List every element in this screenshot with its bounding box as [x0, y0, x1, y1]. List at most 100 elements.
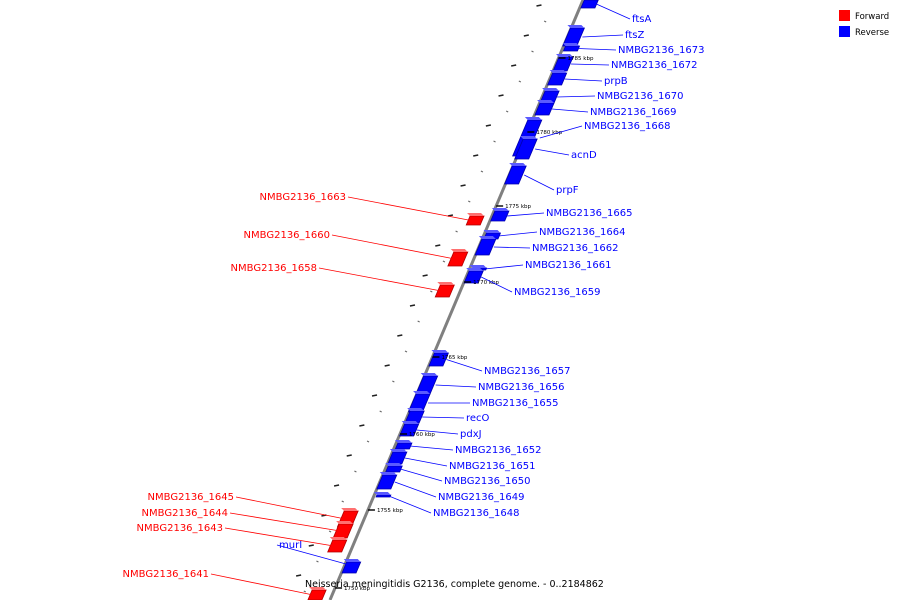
sequence-mark — [417, 320, 420, 323]
scale-tick-label: 1785 kbp — [568, 56, 594, 62]
label-leader — [229, 512, 341, 532]
label-leader — [481, 276, 513, 293]
gene-label-nmbg2136-1645[interactable]: NMBG2136_1645 — [148, 492, 234, 503]
label-leader — [596, 3, 631, 20]
label-leader — [210, 573, 314, 596]
gene-nmbg2136-1652[interactable] — [394, 442, 413, 450]
gene-label-nmbg2136-1641[interactable]: NMBG2136_1641 — [123, 569, 209, 580]
gene-nmbg2136-1660-cap — [450, 249, 468, 252]
gene-label-nmbg2136-1659[interactable]: NMBG2136_1659 — [514, 287, 600, 298]
gene-label-nmbg2136-1643[interactable]: NMBG2136_1643 — [137, 523, 223, 534]
gene-nmbg2136-1644[interactable] — [332, 523, 354, 539]
gene-nmbg2136-1650[interactable] — [385, 465, 403, 473]
gene-label-acnd[interactable]: acnD — [571, 150, 597, 161]
gene-nmbg2136-1662[interactable] — [474, 238, 497, 256]
label-leader — [409, 445, 454, 451]
label-leader — [416, 429, 459, 435]
label-leader — [535, 148, 570, 156]
gene-label-nmbg2136-1663[interactable]: NMBG2136_1663 — [260, 192, 346, 203]
gene-nmbg2136-1661-cap — [469, 265, 487, 268]
gene-label-nmbg2136-1665[interactable]: NMBG2136_1665 — [546, 208, 632, 219]
gene-nmbg2136-1650-cap — [385, 463, 403, 466]
label-leader — [484, 264, 524, 270]
gene-label-nmbg2136-1673[interactable]: NMBG2136_1673 — [618, 45, 704, 56]
gene-nmbg2136-1648[interactable] — [375, 494, 392, 498]
label-leader — [498, 231, 538, 237]
sequence-mark — [303, 590, 307, 593]
sequence-mark — [392, 380, 395, 383]
label-leader — [564, 78, 603, 82]
sequence-mark — [536, 4, 542, 7]
sequence-mark — [518, 80, 522, 83]
gene-label-nmbg2136-1655[interactable]: NMBG2136_1655 — [472, 398, 558, 409]
label-leader — [318, 267, 442, 292]
sequence-mark — [354, 470, 357, 473]
sequence-mark — [460, 184, 466, 187]
sequence-mark — [543, 20, 547, 23]
label-leader — [435, 384, 477, 388]
label-leader — [582, 34, 624, 38]
gene-nmbg2136-1645-cap — [341, 508, 359, 511]
gene-nmbg2136-1673-cap — [562, 43, 580, 46]
gene-label-nmbg2136-1661[interactable]: NMBG2136_1661 — [525, 260, 611, 271]
label-leader — [524, 174, 555, 191]
gene-label-nmbg2136-1656[interactable]: NMBG2136_1656 — [478, 382, 564, 393]
gene-prpf-cap — [509, 163, 527, 166]
gene-label-nmbg2136-1672[interactable]: NMBG2136_1672 — [611, 60, 697, 71]
gene-label-prpb[interactable]: prpB — [604, 76, 628, 87]
gene-label-nmbg2136-1660[interactable]: NMBG2136_1660 — [244, 230, 330, 241]
gene-label-nmbg2136-1658[interactable]: NMBG2136_1658 — [231, 263, 317, 274]
sequence-mark — [295, 574, 302, 577]
gene-label-muri[interactable]: murI — [279, 540, 302, 551]
gene-label-nmbg2136-1670[interactable]: NMBG2136_1670 — [597, 91, 683, 102]
gene-nmbg2136-1649[interactable] — [376, 474, 398, 490]
gene-nmbg2136-1658-cap — [437, 282, 455, 285]
label-leader — [552, 108, 589, 113]
sequence-mark — [473, 154, 479, 157]
gene-nmbg2136-1652-cap — [394, 440, 412, 443]
sequence-mark — [346, 454, 352, 457]
gene-nmbg2136-1668-cap — [524, 117, 542, 120]
gene-nmbg2136-1660[interactable] — [447, 251, 469, 267]
gene-label-nmbg2136-1652[interactable]: NMBG2136_1652 — [455, 445, 541, 456]
sequence-mark — [511, 64, 517, 67]
gene-nmbg2136-1641[interactable] — [307, 589, 327, 600]
label-leader — [506, 212, 545, 217]
gene-label-nmbg2136-1648[interactable]: NMBG2136_1648 — [433, 508, 519, 519]
gene-label-reco[interactable]: recO — [466, 413, 490, 424]
gene-nmbg2136-1673[interactable] — [562, 45, 581, 52]
sequence-mark — [316, 560, 319, 563]
sequence-mark — [493, 140, 496, 143]
gene-label-nmbg2136-1662[interactable]: NMBG2136_1662 — [532, 243, 618, 254]
gene-nmbg2136-1659-cap — [466, 268, 484, 271]
gene-label-nmbg2136-1651[interactable]: NMBG2136_1651 — [449, 461, 535, 472]
gene-nmbg2136-1658[interactable] — [434, 284, 455, 298]
scale-ticks: 1785 kbp 1780 kbp 1775 kbp 1770 kbp 1765 kbp… — [335, 56, 594, 592]
gene-nmbg2136-1643[interactable] — [327, 539, 348, 553]
gene-label-nmbg2136-1644[interactable]: NMBG2136_1644 — [142, 508, 228, 519]
scale-tick-label: 1750 kbp — [344, 586, 370, 592]
gene-label-nmbg2136-1649[interactable]: NMBG2136_1649 — [438, 492, 524, 503]
sequence-mark — [366, 440, 370, 443]
sequence-mark — [379, 410, 382, 413]
gene-ftsa[interactable] — [580, 0, 599, 9]
gene-label-nmbg2136-1669[interactable]: NMBG2136_1669 — [590, 107, 676, 118]
gene-label-ftsz[interactable]: ftsZ — [625, 30, 644, 41]
sequence-mark — [404, 350, 408, 353]
gene-label-nmbg2136-1650[interactable]: NMBG2136_1650 — [444, 476, 530, 487]
label-leader — [493, 246, 531, 249]
gene-label-prpf[interactable]: prpF — [556, 185, 579, 196]
scale-tick-label: 1755 kbp — [377, 508, 403, 514]
sequence-dots — [295, 4, 547, 593]
gene-label-nmbg2136-1668[interactable]: NMBG2136_1668 — [584, 121, 670, 132]
legend-reverse-swatch — [839, 26, 850, 37]
gene-label-pdxj[interactable]: pdxJ — [460, 429, 482, 440]
feature-track — [307, 0, 599, 600]
gene-label-ftsa[interactable]: ftsA — [632, 14, 651, 25]
legend-forward-label: Forward — [855, 12, 889, 22]
gene-label-nmbg2136-1657[interactable]: NMBG2136_1657 — [484, 366, 570, 377]
gene-nmbg2136-1665-cap — [491, 208, 509, 211]
legend-reverse-label: Reverse — [855, 28, 889, 38]
gene-label-nmbg2136-1664[interactable]: NMBG2136_1664 — [539, 227, 625, 238]
